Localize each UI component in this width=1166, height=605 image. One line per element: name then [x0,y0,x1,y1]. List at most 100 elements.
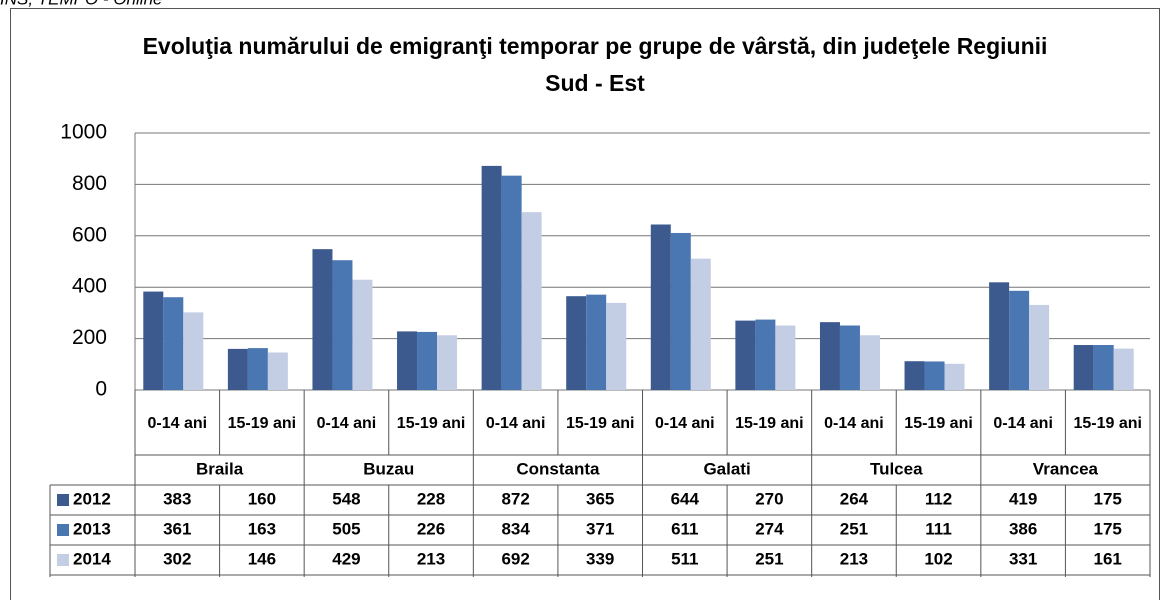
table-value: 419 [1009,489,1037,508]
bar [775,325,796,390]
category-label-box: 0-14 ani [147,414,208,432]
table-value: 251 [755,549,783,568]
bar [247,348,268,390]
bar [417,331,438,390]
group-label: Galati [703,459,750,478]
category-label-box: 15-19 ani [227,414,297,432]
y-tick-label: 200 [72,326,107,349]
table-value: 226 [417,519,445,538]
y-tick-label: 0 [95,378,107,401]
bar [819,322,840,390]
category-label: 0-14 ani [993,414,1053,432]
y-tick-label: 600 [72,223,107,246]
bar [944,363,965,390]
bar [606,302,627,390]
table-value: 213 [840,549,868,568]
category-label-box: 15-19 ani [735,415,803,432]
bar [566,296,587,390]
legend-label: 2013 [73,519,111,538]
bar [163,297,184,390]
source-note: INS, TEMPO - Online [0,0,162,8]
category-label: 15-19 ani [396,414,466,432]
table-value: 161 [1094,549,1122,568]
category-label: 15-19 ani [227,414,297,432]
table-value: 872 [501,489,529,508]
category-label-box: 0-14 ani [485,414,546,432]
bar [1113,348,1134,390]
bar [437,335,458,390]
table-value: 264 [840,489,869,508]
bar [521,212,542,390]
table-value: 383 [163,489,191,508]
table-value: 175 [1094,489,1122,508]
category-label: 0-14 ani [654,414,715,432]
category-label: 15-19 ani [1073,414,1142,432]
bar [481,165,502,390]
legend-label: 2014 [73,549,111,568]
table-value: 175 [1094,519,1122,538]
table-value: 548 [332,489,360,508]
group-label: Constanta [516,459,600,478]
bar [183,312,204,390]
category-label-box: 0-14 ani [824,414,884,432]
table-value: 386 [1009,519,1037,538]
bar [924,361,945,390]
table-value: 213 [417,549,445,568]
category-label: 15-19 ani [904,414,973,432]
bar [143,291,164,390]
table-value: 339 [586,549,614,568]
table-value: 511 [671,549,698,568]
category-label: 0-14 ani [824,414,884,432]
table-value: 365 [586,489,614,508]
legend-swatch [57,524,69,536]
bar [989,282,1010,390]
chart-border [10,8,1160,605]
bar [1009,290,1030,390]
category-label: 0-14 ani [147,414,208,432]
group-label: Buzau [363,459,414,478]
category-label: 0-14 ani [485,414,546,432]
table-value: 302 [163,549,191,568]
table-value: 274 [755,519,784,538]
bar [586,294,607,390]
category-label-box: 15-19 ani [1073,414,1142,432]
table-value: 163 [248,519,276,538]
table-value: 505 [332,519,360,538]
legend-swatch [57,494,69,506]
table-value: 111 [925,519,952,538]
bar [839,325,860,390]
bar [670,232,691,390]
y-tick-label: 400 [72,275,107,298]
legend-label: 2012 [73,489,111,508]
bar [227,348,248,390]
category-label-box: 0-14 ani [316,414,377,432]
bar [1093,345,1114,390]
category-label-box: 15-19 ani [396,414,466,432]
category-label: 15-19 ani [565,414,635,432]
y-tick-label: 800 [72,172,107,195]
chart-title-box: Evoluţia numărului de emigranţi temporar… [143,33,1048,96]
bar [312,249,333,390]
table-value: 331 [1009,549,1037,568]
bar [332,260,353,390]
bar [650,224,671,390]
table-value: 102 [924,549,952,568]
table-value: 834 [501,519,530,538]
table-value: 361 [163,519,191,538]
y-tick-label: 1000 [60,121,107,144]
bar [755,319,776,390]
category-label-box: 15-19 ani [904,414,973,432]
table-value: 371 [586,519,614,538]
group-label: Vrancea [1033,459,1099,478]
category-label-box: 0-14 ani [993,414,1053,432]
table-value: 160 [248,489,276,508]
bar [397,331,418,390]
table-value: 270 [755,489,783,508]
category-label-box: 15-19 ani [565,414,635,432]
legend-swatch [57,554,69,566]
bar [859,335,880,390]
bar [501,175,522,390]
bar [267,352,288,390]
category-label: 0-14 ani [316,414,377,432]
